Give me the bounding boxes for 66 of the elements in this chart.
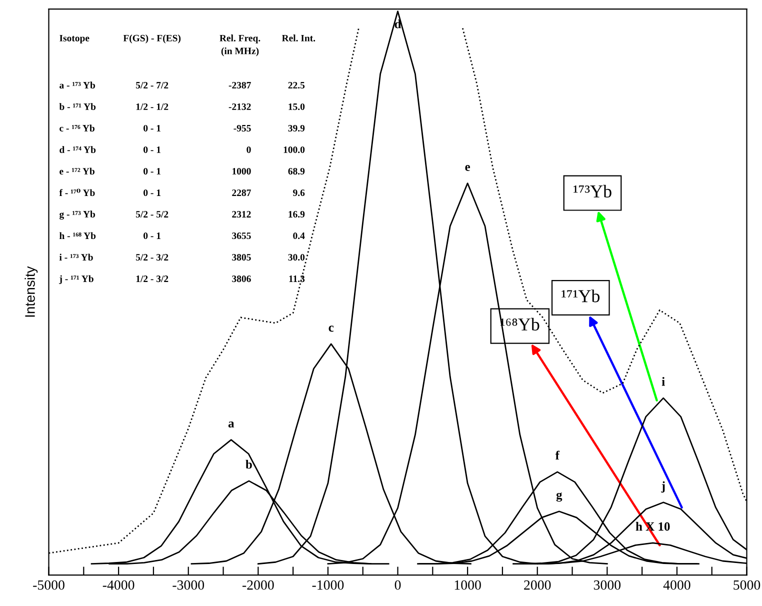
x-tick-label: -3000 <box>172 580 204 590</box>
annotation: 0 - 1 <box>144 146 160 154</box>
x-tick-label: 2000 <box>524 580 551 590</box>
annotation: 3805 <box>232 254 251 261</box>
x-tick-label: 0 <box>394 580 401 590</box>
annotation: 39.9 <box>288 124 305 132</box>
annotation: c - ¹⁷⁶ Yb <box>60 124 94 132</box>
annotation: 11.3 <box>289 276 305 282</box>
annotation: h - ¹⁶⁸ Yb <box>59 232 96 240</box>
annotation: 5/2 - 7/2 <box>136 82 168 88</box>
annotation: 0 - 1 <box>144 124 160 132</box>
x-tick-label: -4000 <box>102 580 134 590</box>
annotation: e - ¹⁷² Yb <box>60 168 94 175</box>
annotation: d - ¹⁷⁴ Yb <box>60 146 96 154</box>
annotation: -2387 <box>228 82 251 88</box>
x-tick-label: -1000 <box>312 580 344 590</box>
annotation: a - ¹⁷³ Yb <box>60 82 96 88</box>
annotation: 0.4 <box>293 232 305 240</box>
annotation: f <box>555 450 560 460</box>
annotation: -2132 <box>228 103 251 110</box>
annotation: 22.5 <box>288 82 305 89</box>
annotation: i - ¹⁷³ Yb <box>59 254 93 261</box>
annotation: ¹⁷¹Yb <box>562 290 600 302</box>
annotation: e <box>465 165 470 172</box>
annotation: 16.9 <box>288 211 305 218</box>
annotation: 9.6 <box>293 190 305 196</box>
annotation: 0 - 1 <box>144 232 160 240</box>
x-tick-label: 3000 <box>594 580 621 590</box>
annotation: 1/2 - 3/2 <box>136 276 168 282</box>
x-tick-label: 4000 <box>663 580 690 590</box>
annotation: b <box>246 460 252 469</box>
annotation: 5/2 - 3/2 <box>136 254 168 261</box>
annotation: 15.0 <box>288 103 305 110</box>
annotation: 5/2 - 5/2 <box>136 211 168 218</box>
annotation: g <box>556 492 562 502</box>
annotation: 100.0 <box>284 146 305 154</box>
annotation: -955 <box>234 124 251 132</box>
annotation: 68.9 <box>288 168 305 175</box>
annotation: 3806 <box>232 276 251 282</box>
annotation: b - ¹⁷¹ Yb <box>59 103 96 110</box>
x-tick-label: 1000 <box>454 580 481 590</box>
annotation: 0 - 1 <box>144 168 160 175</box>
annotation: 1/2 - 1/2 <box>136 103 168 110</box>
annotation: 30.0 <box>288 254 305 261</box>
annotation: 2312 <box>232 211 251 218</box>
annotation: j <box>661 481 665 493</box>
annotation: 1000 <box>232 168 251 175</box>
annotation: 2287 <box>232 189 251 196</box>
annotation: g - ¹⁷³ Yb <box>59 210 96 220</box>
x-tick-label: 5000 <box>734 580 760 590</box>
x-tick-label: -2000 <box>242 580 274 590</box>
annotation: a <box>228 422 234 428</box>
annotation: F(GS) - F(ES) <box>123 34 181 44</box>
annotation: f - ¹⁷⁰ Yb <box>59 188 95 196</box>
annotation: j - ¹⁷¹ Yb <box>59 275 94 284</box>
annotation: 3655 <box>232 232 251 240</box>
annotation: 0 - 1 <box>144 189 160 196</box>
annotation: i <box>662 377 665 386</box>
annotation: Isotope <box>60 34 90 44</box>
annotation: c <box>328 326 334 332</box>
annotation: ¹⁷³Yb <box>573 184 612 198</box>
annotation: Rel. Int. <box>282 34 316 42</box>
y-axis-title: Intensity <box>24 266 38 317</box>
annotation: Rel. Freq. (in MHz) <box>220 34 260 56</box>
x-tick-label: -5000 <box>33 580 64 590</box>
annotation: 0 <box>246 146 251 154</box>
